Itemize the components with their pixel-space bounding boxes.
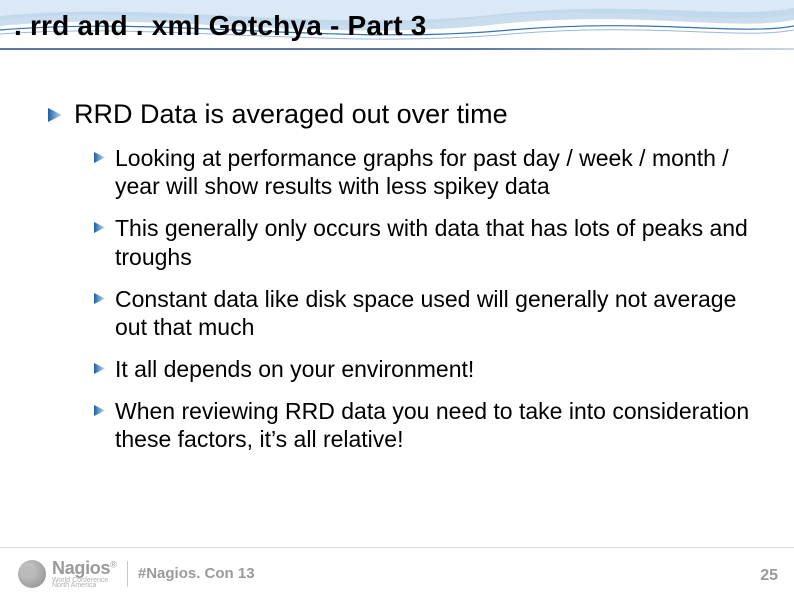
slide: . rrd and . xml Gotchya - Part 3 RRD Dat… bbox=[0, 0, 794, 595]
bullet-level2: This generally only occurs with data tha… bbox=[94, 214, 758, 270]
bullet-level2-text: This generally only occurs with data tha… bbox=[115, 214, 758, 270]
bullet-level2: Looking at performance graphs for past d… bbox=[94, 144, 758, 200]
footer-separator bbox=[0, 547, 794, 548]
bullet-level1-text: RRD Data is averaged out over time bbox=[74, 98, 508, 130]
bullet-icon bbox=[94, 293, 105, 304]
nagios-logo-text: Nagios bbox=[52, 558, 110, 578]
globe-icon bbox=[18, 560, 46, 588]
bullet-level2-text: Constant data like disk space used will … bbox=[115, 285, 758, 341]
level2-list: Looking at performance graphs for past d… bbox=[94, 144, 758, 452]
bullet-level2-text: Looking at performance graphs for past d… bbox=[115, 144, 758, 200]
content-area: RRD Data is averaged out over time Looki… bbox=[48, 98, 758, 467]
footer-vertical-divider bbox=[127, 561, 128, 587]
footer: Nagios® World Conference North America #… bbox=[0, 547, 794, 595]
bullet-icon bbox=[94, 363, 105, 374]
footer-hashtag: #Nagios. Con 13 bbox=[138, 565, 255, 582]
title-underline bbox=[0, 48, 794, 50]
bullet-icon bbox=[94, 152, 105, 163]
bullet-level2: Constant data like disk space used will … bbox=[94, 285, 758, 341]
bullet-icon bbox=[94, 405, 105, 416]
registered-mark: ® bbox=[110, 560, 117, 570]
bullet-icon bbox=[48, 108, 62, 122]
bullet-level2: When reviewing RRD data you need to take… bbox=[94, 397, 758, 453]
footer-logo-area: Nagios® World Conference North America #… bbox=[18, 558, 255, 589]
nagios-logo-text-block: Nagios® World Conference North America bbox=[52, 558, 117, 589]
bullet-icon bbox=[94, 222, 105, 233]
page-number: 25 bbox=[760, 567, 778, 585]
slide-title: . rrd and . xml Gotchya - Part 3 bbox=[14, 10, 427, 42]
bullet-level2-text: When reviewing RRD data you need to take… bbox=[115, 397, 758, 453]
bullet-level2-text: It all depends on your environment! bbox=[115, 355, 474, 383]
bullet-level2: It all depends on your environment! bbox=[94, 355, 758, 383]
bullet-level1: RRD Data is averaged out over time bbox=[48, 98, 758, 130]
